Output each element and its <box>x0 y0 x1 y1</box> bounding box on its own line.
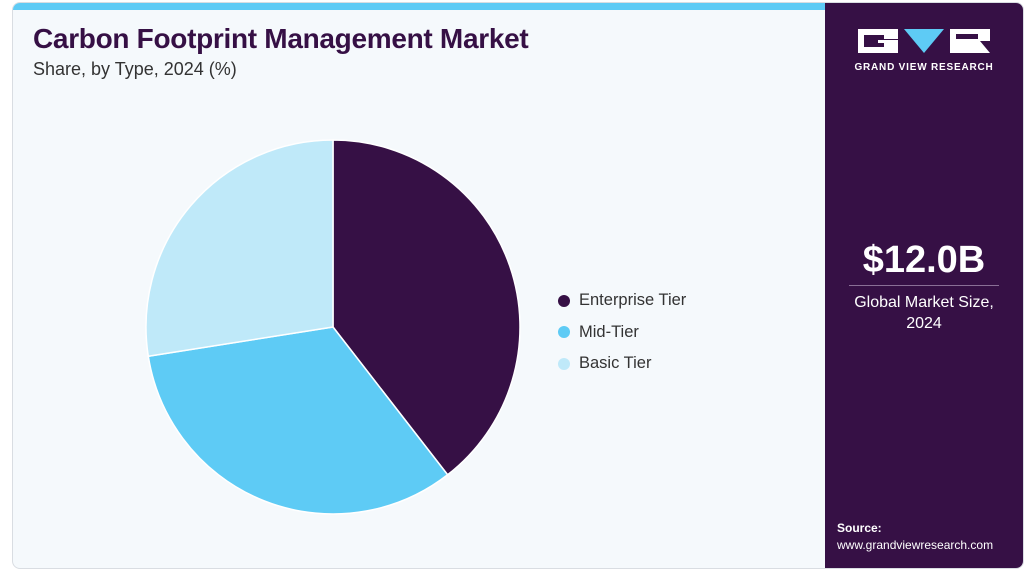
market-size-label: Global Market Size, 2024 <box>825 292 1023 334</box>
pie-slice-enterprise-tier <box>332 139 521 476</box>
legend-swatch <box>558 294 570 307</box>
market-size-label-line1: Global Market Size, <box>854 294 994 311</box>
pie-slice-mid-tier <box>147 326 449 515</box>
brand-logo: GRAND VIEW RESEARCH <box>853 29 995 77</box>
chart-subtitle: Share, by Type, 2024 (%) <box>33 59 237 79</box>
legend-item-mid-tier: Mid-Tier <box>558 317 686 349</box>
logo-marks <box>853 29 995 53</box>
logo-g-icon <box>858 29 898 53</box>
market-size-label-line2: 2024 <box>906 315 942 332</box>
legend-label: Enterprise Tier <box>579 291 687 310</box>
info-sidebar: GRAND VIEW RESEARCH $12.0B Global Market… <box>825 3 1023 568</box>
chart-legend: Enterprise Tier Mid-Tier Basic Tier <box>558 285 686 380</box>
chart-title: Carbon Footprint Management Market <box>33 23 529 54</box>
legend-item-basic-tier: Basic Tier <box>558 348 686 380</box>
logo-wordmark: GRAND VIEW RESEARCH <box>854 62 994 73</box>
legend-item-enterprise-tier: Enterprise Tier <box>558 285 686 317</box>
source-label: Source: <box>837 521 882 535</box>
divider <box>849 285 999 286</box>
source-link[interactable]: www.grandviewresearch.com <box>837 538 994 552</box>
pie-slice-basic-tier <box>145 139 334 358</box>
pie-chart <box>145 139 521 515</box>
legend-label: Mid-Tier <box>579 322 639 341</box>
legend-label: Basic Tier <box>579 354 652 373</box>
legend-swatch <box>558 326 570 339</box>
legend-swatch <box>558 357 570 370</box>
logo-r-icon <box>950 29 990 53</box>
market-size-value: $12.0B <box>862 239 986 281</box>
chart-card: Carbon Footprint Management Market Share… <box>12 2 1024 569</box>
accent-bar <box>13 3 825 10</box>
logo-v-icon <box>904 29 944 53</box>
